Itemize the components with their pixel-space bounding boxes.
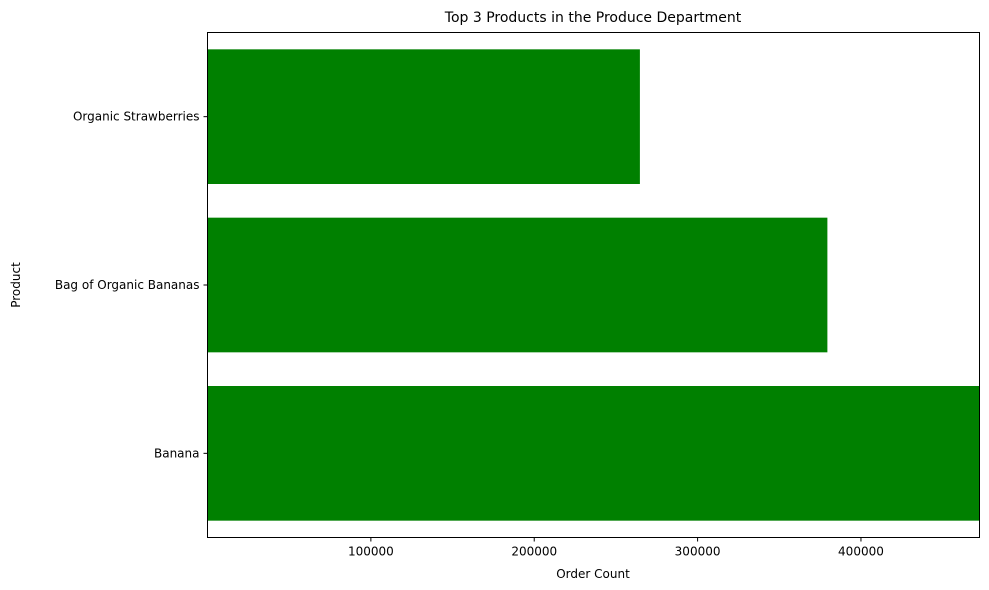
x-tick-label: 400000: [838, 545, 884, 559]
x-axis-label: Order Count: [556, 567, 630, 581]
bar-bag-of-organic-bananas: [207, 217, 828, 353]
y-tick-label: Organic Strawberries: [73, 110, 200, 124]
bar-organic-strawberries: [207, 49, 640, 185]
x-tick-label: 200000: [511, 545, 557, 559]
y-tick-label: Bag of Organic Bananas: [55, 278, 200, 292]
y-axis-label: Product: [9, 262, 23, 308]
bar-banana: [207, 386, 980, 521]
chart-title: Top 3 Products in the Produce Department: [444, 10, 742, 26]
x-axis-ticks: 100000 200000 300000 400000: [348, 537, 884, 559]
y-axis-ticks: Banana Bag of Organic Bananas Organic Stra…: [55, 110, 208, 460]
x-tick-label: 300000: [675, 545, 721, 559]
x-tick-label: 100000: [348, 545, 394, 559]
bars-group: [207, 49, 980, 521]
y-tick-label: Banana: [154, 446, 200, 460]
